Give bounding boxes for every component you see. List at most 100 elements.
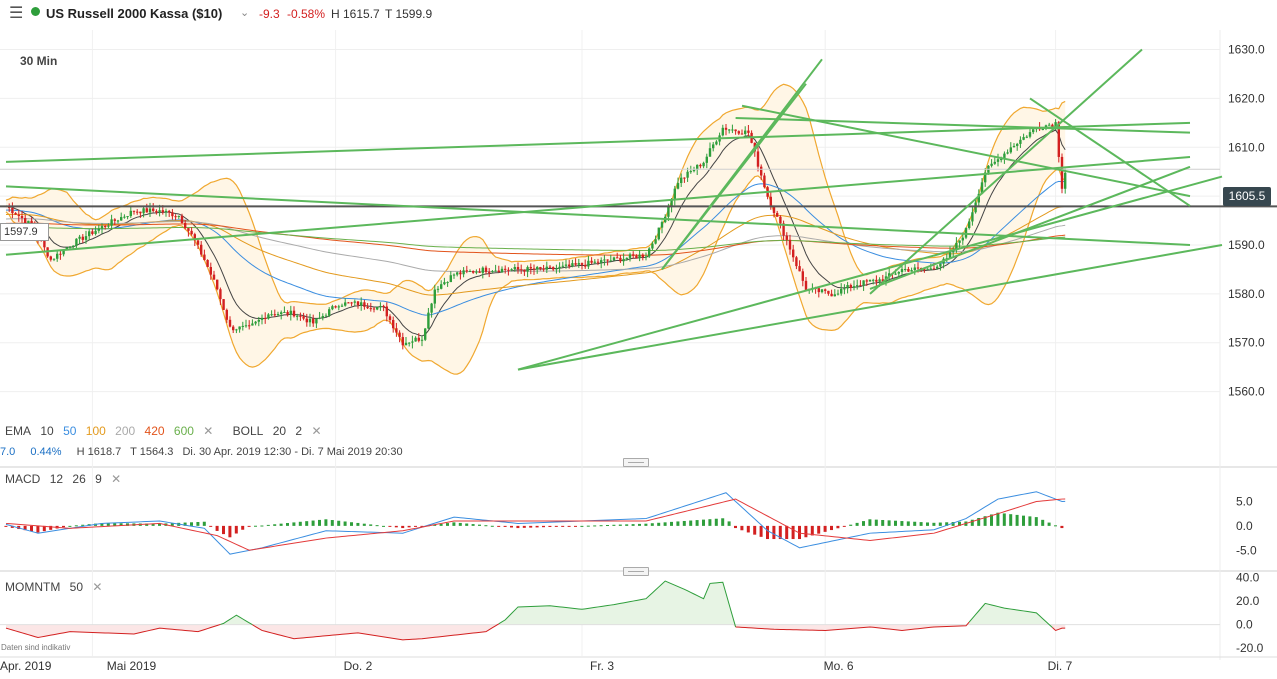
- candle-body: [312, 318, 315, 324]
- macd-legend[interactable]: MACD 12 26 9 ✕: [5, 472, 127, 486]
- period-change-percent: 0.44%: [30, 446, 62, 458]
- candle-body: [65, 247, 68, 250]
- candle-body: [401, 337, 404, 346]
- macd-histogram-bar: [4, 525, 8, 527]
- candle-body: [635, 255, 638, 259]
- candle-body: [852, 286, 856, 288]
- macd-histogram-bar: [74, 525, 78, 527]
- momentum-line: [252, 623, 500, 641]
- macd-histogram-bar: [151, 523, 155, 526]
- pane-resize-handle[interactable]: [623, 567, 649, 576]
- momentum-tick-label: 0.0: [1236, 618, 1253, 632]
- macd-histogram-bar: [874, 519, 878, 526]
- candle-body: [472, 271, 475, 273]
- candle-body: [827, 290, 830, 294]
- candle-body: [657, 227, 660, 240]
- macd-histogram-bar: [951, 522, 955, 526]
- macd-histogram-bar: [510, 525, 513, 528]
- ema-legend[interactable]: EMA 10 50 100 200 420 600 ✕ BOLL 20 2 ✕: [5, 424, 328, 438]
- candle-body: [603, 259, 606, 261]
- hamburger-menu-icon[interactable]: ☰: [9, 5, 24, 22]
- candle-body: [315, 318, 318, 324]
- candle-body: [200, 244, 203, 255]
- macd-histogram-bar: [817, 525, 821, 534]
- candle-body: [11, 207, 14, 214]
- candle-body: [878, 279, 881, 282]
- candle-body: [692, 169, 696, 172]
- pane-resize-handle[interactable]: [623, 458, 649, 467]
- price-change-percent: -0.58%: [287, 7, 326, 21]
- macd-histogram-bar: [561, 525, 565, 527]
- candle-body: [424, 328, 427, 340]
- candle-body: [408, 342, 411, 344]
- candle-body: [782, 223, 785, 236]
- ema-period: 10: [40, 424, 54, 438]
- candle-body: [628, 254, 632, 258]
- candle-body: [440, 284, 443, 289]
- close-icon[interactable]: ✕: [311, 424, 322, 438]
- close-icon[interactable]: ✕: [92, 580, 103, 594]
- candle-body: [497, 270, 500, 273]
- candle-body: [1028, 132, 1032, 137]
- period-high: H 1618.7: [76, 446, 122, 458]
- candle-body: [948, 252, 952, 259]
- candle-body: [1054, 122, 1057, 127]
- macd-histogram-bar: [810, 525, 814, 536]
- macd-histogram-bar: [650, 523, 654, 526]
- momentum-tick-label: -20.0: [1236, 641, 1264, 655]
- momentum-tick-label: 40.0: [1236, 571, 1260, 585]
- candle-body: [856, 285, 859, 287]
- ema-line: [5, 129, 1066, 337]
- trendline: [5, 121, 1191, 163]
- candle-body: [609, 260, 612, 262]
- candle-body: [574, 263, 577, 265]
- macd-histogram-bar: [599, 525, 603, 527]
- close-icon[interactable]: ✕: [111, 472, 122, 486]
- macd-histogram-bar: [983, 516, 987, 526]
- macd-histogram-bar: [279, 523, 283, 526]
- momentum-legend[interactable]: MOMNTM 50 ✕: [5, 580, 108, 594]
- candle-body: [542, 268, 545, 270]
- candle-body: [171, 212, 174, 217]
- macd-histogram-bar: [311, 520, 315, 526]
- macd-histogram-bar: [759, 525, 763, 537]
- candle-body: [260, 317, 264, 320]
- macd-histogram-bar: [823, 525, 827, 532]
- candle-body: [180, 215, 184, 223]
- candle-body: [699, 164, 702, 167]
- period-low: T 1564.3: [130, 446, 174, 458]
- candle-body: [1003, 153, 1006, 160]
- macd-histogram-bar: [1022, 515, 1025, 526]
- boll-label: BOLL: [232, 424, 264, 438]
- macd-histogram-bar: [1054, 525, 1057, 527]
- candle-body: [593, 261, 596, 263]
- ema-line: [5, 227, 1066, 252]
- candle-body: [587, 260, 590, 267]
- candle-body: [382, 305, 385, 307]
- candle-body: [577, 263, 580, 265]
- macd-histogram-bar: [343, 521, 347, 526]
- macd-histogram-bar: [958, 521, 961, 526]
- timeframe-label[interactable]: 30 Min: [20, 54, 58, 68]
- candle-body: [894, 273, 897, 275]
- candle-body: [513, 267, 516, 270]
- instrument-title[interactable]: US Russell 2000 Kassa ($10): [46, 6, 223, 21]
- candle-body: [152, 208, 155, 211]
- candle-body: [1022, 137, 1025, 140]
- candle-body: [372, 308, 376, 310]
- candle-body: [452, 274, 456, 276]
- momentum-label: MOMNTM: [5, 580, 61, 594]
- close-icon[interactable]: ✕: [203, 424, 214, 438]
- candle-body: [875, 279, 878, 282]
- macd-histogram-bar: [708, 519, 712, 526]
- macd-histogram-bar: [990, 514, 993, 526]
- macd-histogram-bar: [209, 525, 213, 527]
- macd-histogram-bar: [113, 523, 117, 526]
- chevron-down-icon[interactable]: ⌄: [240, 7, 250, 19]
- macd-histogram-bar: [81, 524, 85, 526]
- candle-body: [238, 326, 241, 330]
- candle-body: [225, 309, 228, 320]
- candle-body: [481, 267, 484, 273]
- macd-histogram-bar: [625, 524, 629, 526]
